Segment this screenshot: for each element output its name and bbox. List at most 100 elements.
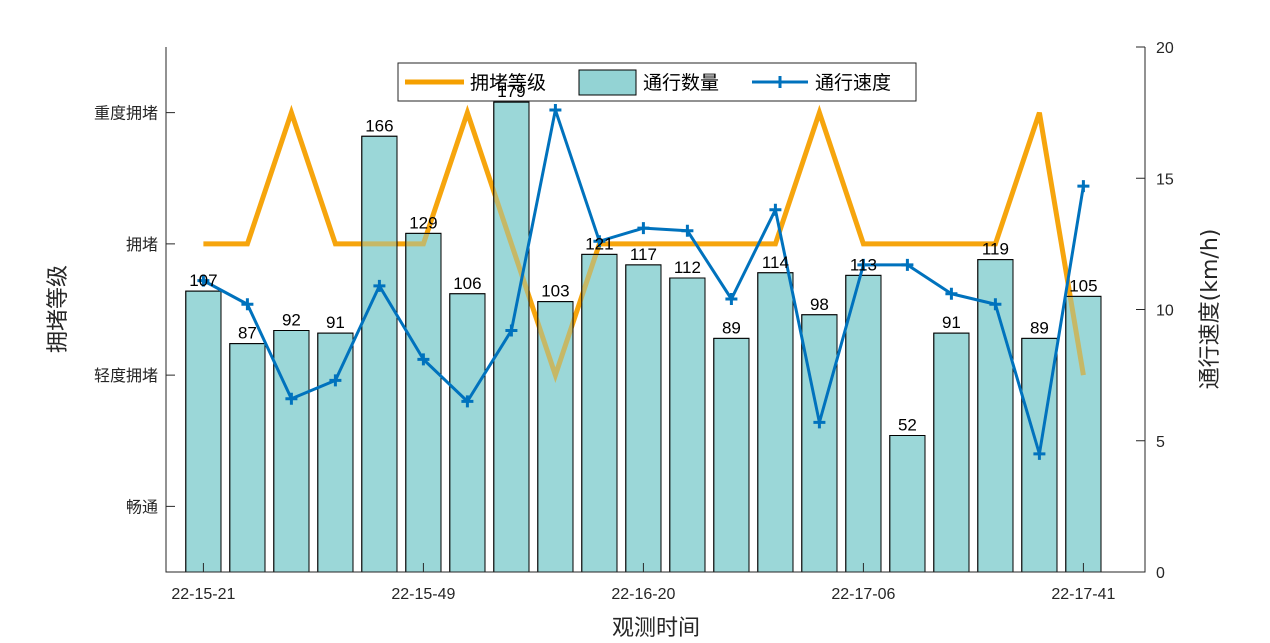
left-y-tick-label: 拥堵 [126,235,158,254]
x-axis-title: 观测时间 [612,616,700,641]
bar-overlay [537,301,574,573]
right-y-tick-label: 5 [1156,434,1165,451]
bar-overlay [273,330,310,573]
bar-value-label: 91 [942,313,961,332]
bar-value-label: 179 [497,82,525,101]
speed-point [989,298,1002,311]
bar-overlay [405,232,442,573]
speed-point [197,274,210,287]
speed-point [241,298,254,311]
speed-point [505,324,518,337]
bar-value-label: 103 [541,282,569,301]
speed-point [593,235,606,248]
speed-point [681,224,694,237]
x-tick-label: 22-15-21 [171,586,235,603]
bar-value-label: 91 [326,313,345,332]
legend-marker-traffic-speed [774,76,786,88]
left-y-tick-label: 畅通 [126,497,158,516]
bar [845,274,882,573]
bar [933,332,970,573]
bar-value-label: 89 [722,318,741,337]
bar-value-label: 166 [365,116,393,135]
bar [889,435,926,573]
bar [185,290,222,573]
bar-overlay [449,293,486,573]
x-tick-label: 22-17-41 [1051,586,1115,603]
bar-overlay [229,343,266,573]
bar-overlay [317,332,354,573]
x-tick-label: 22-17-06 [831,586,895,603]
legend-label-traffic-count: 通行数量 [643,72,719,94]
bar-overlay [185,290,222,573]
speed-point [373,279,386,292]
bar [449,293,486,573]
speed-point [549,104,562,116]
bar-overlay [845,274,882,573]
bar-value-label: 105 [1069,276,1097,295]
bar-value-label: 117 [630,245,657,264]
bar-value-label: 89 [1030,318,1049,337]
bar [757,272,794,573]
bar-overlay [889,435,926,573]
bar-value-label: 92 [282,311,301,330]
speed-point [769,203,782,216]
bar-overlay [625,264,662,573]
bar-overlay [1065,295,1102,573]
lines-layer [185,101,1102,573]
left-y-tick-label: 重度拥堵 [94,104,158,123]
bar-overlay [933,332,970,573]
bar-value-label: 113 [850,255,877,274]
bar [669,277,706,573]
bar-value-label: 119 [982,240,1009,259]
x-tick-label: 22-16-20 [611,586,675,603]
series-line-congestion-level [203,104,1086,383]
speed-point [1033,447,1046,460]
bar-value-label: 106 [453,274,481,293]
bar-value-label: 52 [898,416,917,435]
speed-point [1077,180,1090,193]
right-axis-title: 通行速度(km/h) [1198,229,1223,390]
bar-value-label: 121 [585,234,613,253]
bar-value-label: 129 [409,213,437,232]
legend: 拥堵等级 通行数量 通行速度 [397,62,917,102]
bar-overlay [493,101,530,573]
bar-overlay [581,253,618,573]
right-y-tick-label: 15 [1156,171,1174,188]
speed-point [461,395,474,408]
bar [801,314,838,573]
bar-overlay [757,272,794,573]
left-axis-title: 拥堵等级 [46,265,71,353]
speed-point [857,258,870,271]
bar [713,337,750,573]
bar-value-label: 114 [762,253,789,272]
speed-point [285,392,298,405]
bar-value-label: 87 [238,324,257,343]
bar-value-label: 112 [674,258,701,277]
axes-layer: 畅通 轻度拥堵 拥堵 重度拥堵 0 5 10 15 20 22-15-21 22-15-49 22-1… [94,40,1174,603]
bar-overlay [669,277,706,573]
left-y-tick-label: 轻度拥堵 [94,366,158,385]
speed-point [637,222,650,235]
speed-point [329,374,342,387]
bar-labels-layer: 107 87 92 91 166 129 106 179 103 121 117 112 89 114 98… [189,82,1097,434]
bar-overlay [361,135,398,573]
speed-point [901,258,914,271]
speed-point [945,287,958,300]
legend-label-congestion-level: 拥堵等级 [470,72,546,94]
legend-box [397,62,917,102]
speed-point [813,416,826,429]
right-y-tick-label: 20 [1156,40,1174,57]
bar-overlay [713,337,750,573]
bar-overlay [801,314,838,573]
speed-point [417,353,430,366]
legend-label-traffic-speed: 通行速度 [815,72,891,94]
right-y-tick-label: 10 [1156,303,1174,320]
bar-overlay [977,259,1014,573]
x-tick-label: 22-15-49 [391,586,455,603]
speed-point [725,293,738,305]
bar-value-label: 98 [810,295,829,314]
legend-swatch-traffic-count [578,69,637,96]
legend-marker-shape [774,76,786,88]
right-y-tick-label: 0 [1156,565,1165,582]
